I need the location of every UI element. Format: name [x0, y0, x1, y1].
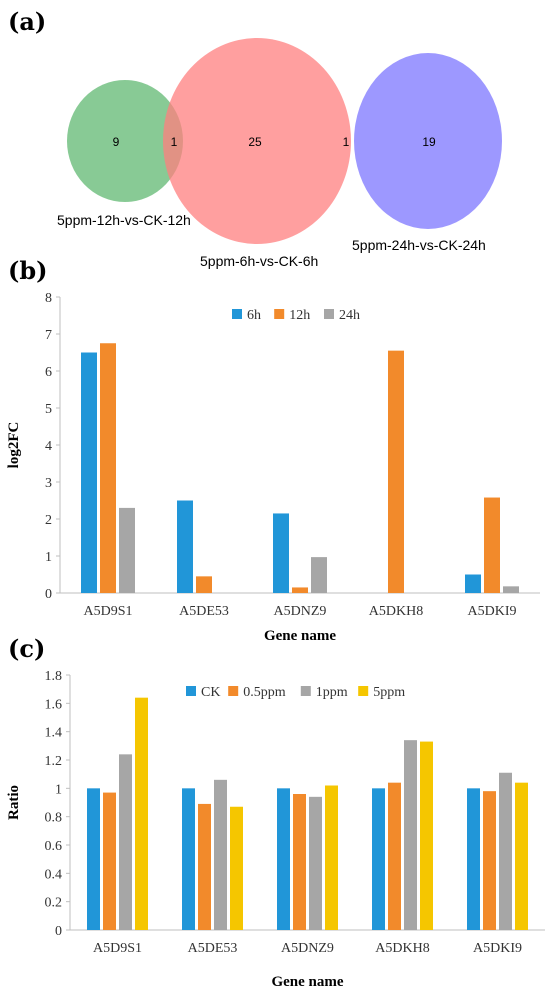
bar-a5dnz9-24h	[311, 557, 327, 593]
venn-circle-12h	[67, 80, 183, 202]
y-tick-label: 0.6	[45, 839, 63, 854]
y-tick-label: 6	[45, 365, 52, 380]
legend-swatch-12h	[274, 309, 285, 319]
bar-a5dnz9-ck	[277, 788, 290, 930]
legend-label-0.5ppm: 0.5ppm	[243, 685, 286, 700]
y-tick-label: 5	[45, 402, 52, 417]
venn-circle-24h	[354, 53, 502, 229]
y-tick-label: 4	[45, 439, 52, 454]
venn-count-6h-24h: 1	[343, 135, 350, 149]
bar-a5dkh8-1ppm	[404, 740, 417, 930]
y-tick-label: 0	[45, 587, 52, 602]
x-tick-label: A5DKI9	[468, 604, 517, 619]
venn-panel: (a) 9 1 25 1 19 5ppm-12h-vs-CK-12h 5ppm-…	[8, 7, 502, 269]
legend-swatch-5ppm	[358, 686, 369, 696]
venn-label-12h: 5ppm-12h-vs-CK-12h	[57, 212, 191, 228]
bar-a5d9s1-24h	[119, 507, 135, 593]
y-tick-label: 1.6	[45, 697, 63, 712]
x-axis-title: Gene name	[271, 974, 343, 990]
y-tick-label: 1	[55, 782, 62, 797]
x-tick-label: A5DE53	[179, 604, 229, 619]
y-tick-label: 7	[45, 328, 52, 343]
bar-a5dnz9-6h	[273, 513, 289, 593]
y-tick-label: 1.2	[45, 754, 63, 769]
x-tick-label: A5DKH8	[375, 941, 429, 956]
x-tick-label: A5DNZ9	[281, 941, 334, 956]
y-tick-label: 1	[45, 550, 52, 565]
bar-a5dnz9-5ppm	[325, 785, 338, 930]
venn-count-12h-6h: 1	[171, 135, 178, 149]
venn-count-only-24h: 19	[422, 135, 436, 149]
venn-label-24h: 5ppm-24h-vs-CK-24h	[352, 237, 486, 253]
bar-a5de53-1ppm	[214, 779, 227, 930]
legend-label-1ppm: 1ppm	[316, 685, 348, 700]
y-tick-label: 1.4	[45, 726, 63, 741]
x-axis-title: Gene name	[264, 628, 336, 644]
y-tick-label: 3	[45, 476, 52, 491]
bar-a5d9s1-6h	[81, 352, 97, 593]
log2fc-bar-chart: 0 1 2 3 4 5 6 7 8 A5D9S1 A5DE53 A5DNZ9 A5DKH8 A5DKI9 G…	[6, 291, 540, 644]
y-tick-label: 0.4	[45, 867, 63, 882]
x-tick-label: A5D9S1	[83, 604, 132, 619]
bar-a5d9s1-0.5ppm	[103, 792, 116, 930]
bar-a5d9s1-12h	[100, 343, 116, 593]
legend-swatch-6h	[232, 309, 242, 319]
venn-count-only-6h: 25	[248, 135, 262, 149]
bar-a5dnz9-0.5ppm	[293, 794, 306, 930]
bar-a5dkh8-ck	[372, 788, 385, 930]
bar-a5d9s1-5ppm	[135, 697, 148, 930]
y-tick-label: 8	[45, 291, 52, 306]
legend-label-12h: 12h	[289, 308, 310, 323]
x-tick-label: A5DKH8	[369, 604, 423, 619]
bar-a5dki9-0.5ppm	[483, 791, 496, 930]
venn-circle-6h	[163, 38, 351, 244]
bar-a5dki9-5ppm	[515, 782, 528, 930]
bar-a5dki9-ck	[467, 788, 480, 930]
ratio-bar-chart: 0 0.2 0.4 0.6 0.8 1 1.2 1.4 1.6 1.8 A5D9S1 A5DE53 A5…	[6, 669, 545, 990]
bar-a5de53-6h	[177, 500, 193, 593]
x-tick-label: A5DKI9	[473, 941, 522, 956]
legend-swatch-ck	[186, 686, 196, 696]
panel-label-c: (c)	[8, 634, 45, 663]
legend-label-5ppm: 5ppm	[373, 685, 405, 700]
legend-label-24h: 24h	[339, 308, 360, 323]
legend-swatch-0.5ppm	[228, 686, 239, 696]
bar-a5dkh8-5ppm	[420, 741, 433, 930]
bar-a5dnz9-12h	[292, 587, 308, 593]
x-tick-label: A5DNZ9	[274, 604, 327, 619]
panel-label-a: (a)	[8, 7, 46, 36]
legend-label-6h: 6h	[247, 308, 261, 323]
bar-a5dki9-12h	[484, 497, 500, 593]
bar-a5dki9-1ppm	[499, 772, 512, 930]
legend-swatch-24h	[324, 309, 334, 319]
bar-a5dnz9-1ppm	[309, 796, 322, 930]
x-tick-label: A5D9S1	[93, 941, 142, 956]
legend-swatch-1ppm	[300, 686, 311, 696]
y-tick-label: 0.2	[45, 896, 63, 911]
y-axis-title: Ratio	[6, 785, 22, 820]
y-tick-label: 0.8	[45, 811, 63, 826]
bar-a5dkh8-0.5ppm	[388, 782, 401, 930]
venn-count-only-12h: 9	[113, 135, 120, 149]
y-axis-title: log2FC	[6, 422, 22, 469]
y-tick-label: 1.8	[45, 669, 63, 684]
bar-a5de53-5ppm	[230, 806, 243, 930]
bar-a5de53-ck	[182, 788, 195, 930]
bar-a5d9s1-ck	[87, 788, 100, 930]
panel-label-b: (b)	[8, 256, 48, 285]
legend-label-ck: CK	[201, 685, 220, 700]
bar-a5d9s1-1ppm	[119, 754, 132, 930]
bar-a5de53-12h	[196, 576, 212, 593]
bar-a5dki9-24h	[503, 586, 519, 593]
venn-label-6h: 5ppm-6h-vs-CK-6h	[200, 253, 318, 269]
bar-a5de53-0.5ppm	[198, 803, 211, 930]
bar-a5dki9-6h	[465, 574, 481, 593]
y-tick-label: 2	[45, 513, 52, 528]
bar-a5dkh8-12h	[388, 350, 404, 593]
x-tick-label: A5DE53	[188, 941, 238, 956]
y-tick-label: 0	[55, 924, 62, 939]
